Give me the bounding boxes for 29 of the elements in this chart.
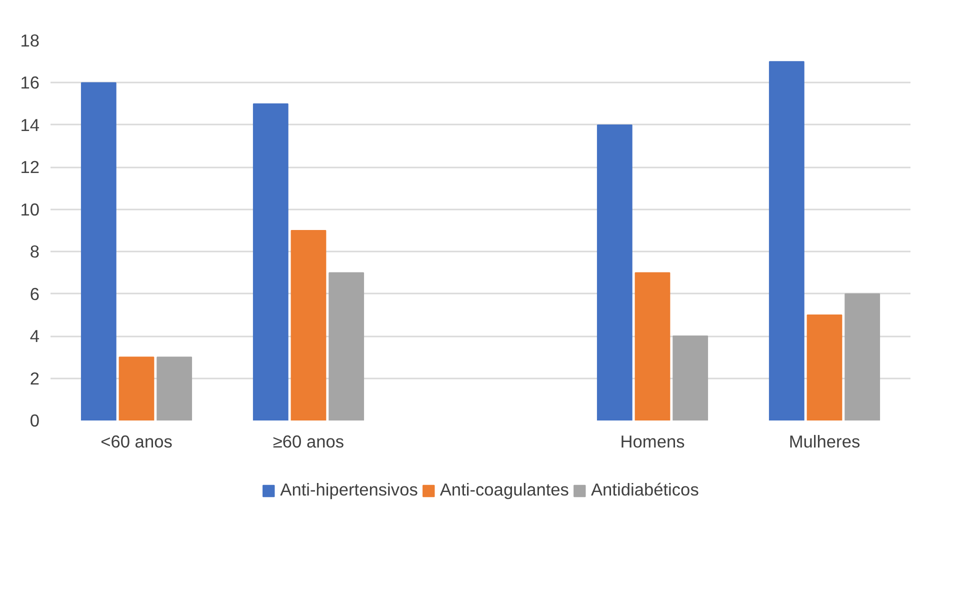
bar [768, 61, 804, 420]
bar [80, 82, 116, 420]
y-tick-label: 14 [20, 114, 40, 135]
y-tick-label: 6 [30, 284, 40, 304]
y-tick-label: 12 [20, 157, 40, 178]
y-tick-label: 0 [30, 410, 40, 430]
y-tick-label: 8 [30, 242, 40, 262]
x-tick-label: Mulheres [788, 432, 860, 452]
bar [672, 336, 708, 420]
bar [806, 314, 842, 420]
legend-label: Antidiabéticos [590, 480, 699, 500]
bar [596, 124, 632, 420]
legend-label: Anti-hipertensivos [280, 480, 418, 500]
y-tick-label: 18 [20, 30, 40, 50]
bar [634, 272, 670, 420]
x-tick-label: ≥60 anos [272, 432, 344, 452]
x-tick-label: Homens [620, 432, 686, 452]
bar [156, 356, 192, 420]
bar [328, 272, 364, 420]
y-tick-label: 2 [30, 368, 40, 388]
y-tick-label: 10 [20, 199, 40, 220]
bar [844, 293, 880, 420]
bar [252, 103, 288, 420]
bar [290, 230, 326, 420]
x-tick-label: <60 anos [100, 432, 173, 452]
y-tick-label: 16 [20, 72, 40, 93]
y-tick-label: 4 [30, 326, 40, 346]
bar [118, 356, 154, 420]
legend-label: Anti-coagulantes [440, 480, 569, 500]
